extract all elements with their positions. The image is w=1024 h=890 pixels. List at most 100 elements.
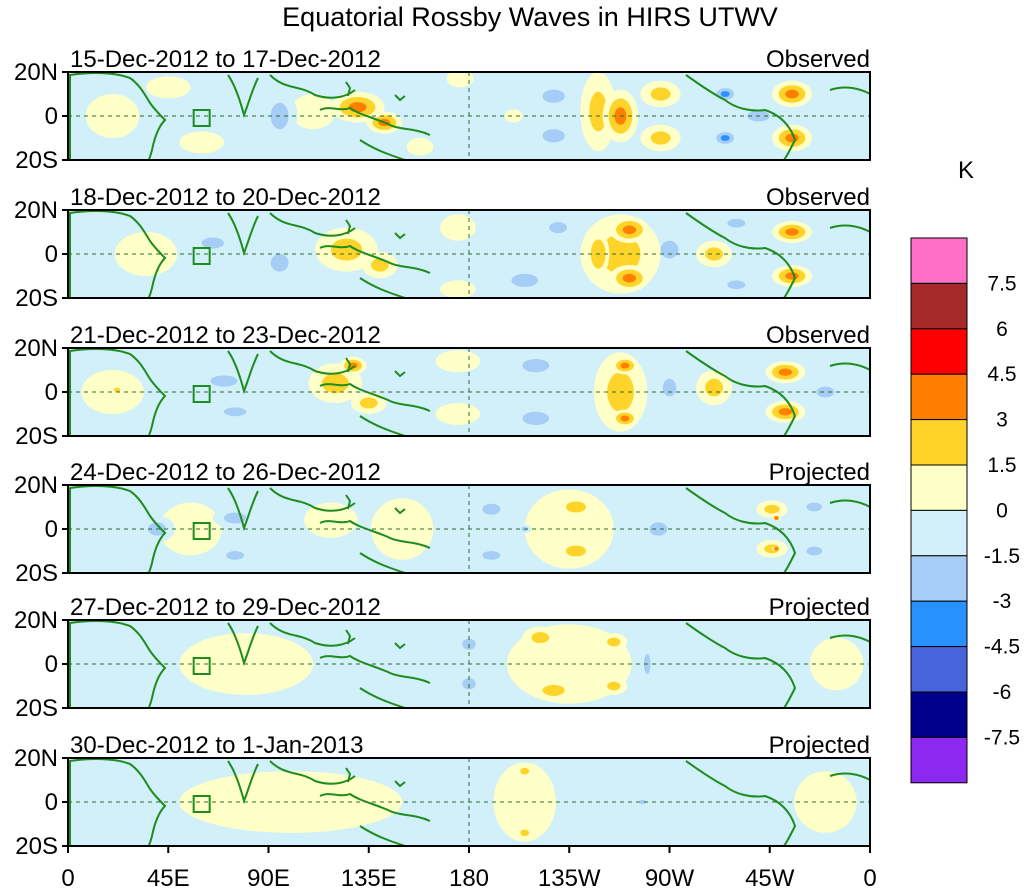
lat-tick-label: 0	[45, 379, 58, 406]
lat-tick-label: 0	[45, 789, 58, 816]
anomaly-contour	[114, 232, 178, 276]
anomaly-contour	[446, 72, 474, 88]
lat-tick-label: 20S	[15, 833, 58, 860]
lat-tick-label: 20N	[14, 607, 58, 634]
colorbar-swatch	[910, 464, 968, 511]
anomaly-contour	[639, 799, 647, 805]
anomaly-contour	[806, 502, 823, 512]
anomaly-contour	[406, 138, 434, 156]
anomaly-contour	[785, 272, 799, 280]
colorbar-swatch	[910, 600, 968, 648]
anomaly-contour	[522, 359, 550, 373]
anomaly-contour	[565, 545, 586, 557]
colorbar-swatch	[910, 328, 968, 375]
anomaly-contour	[764, 504, 780, 514]
colorbar-level-label: 6	[996, 318, 1008, 341]
anomaly-contour	[662, 378, 677, 397]
panel-kind: Projected	[769, 459, 870, 486]
anomaly-contour	[549, 222, 568, 234]
anomaly-contour	[123, 642, 169, 686]
colorbar-level-label: -4.5	[984, 636, 1020, 659]
anomaly-contour	[113, 387, 121, 392]
anomaly-contour	[778, 368, 793, 376]
anomaly-field	[69, 210, 870, 298]
panel-kind: Observed	[766, 184, 870, 211]
colorbar-level-label: -1.5	[984, 545, 1020, 568]
anomaly-contour	[290, 94, 336, 130]
anomaly-contour	[440, 214, 476, 241]
anomaly-contour	[607, 637, 621, 647]
lon-tick-label: 90W	[645, 865, 695, 890]
lat-tick-label: 20S	[15, 423, 58, 450]
x-axis: 0 45E 90E 135E 180 135W 90W 45W 0	[61, 846, 877, 890]
region-box	[192, 522, 211, 540]
colorbar-swatch	[910, 736, 968, 784]
panel-3: 20N 0 20S 21-Dec-2012 to 23-Dec-2012 Observe…	[14, 322, 871, 450]
anomaly-contour	[435, 403, 481, 425]
anomaly-contour	[370, 258, 389, 272]
panel-kind: Projected	[769, 594, 870, 621]
anomaly-contour	[179, 771, 403, 833]
anomaly-contour	[270, 253, 289, 272]
lon-tick-label: 45E	[147, 865, 190, 890]
anomaly-contour	[511, 273, 539, 287]
anomaly-contour	[778, 408, 793, 416]
lat-tick-label: 0	[45, 241, 58, 268]
anomaly-contour	[520, 767, 530, 775]
lon-tick-label: 0	[863, 865, 876, 890]
colorbar-level-label: 7.5	[987, 272, 1016, 295]
anomaly-field	[69, 72, 870, 160]
lat-tick-label: 20S	[15, 560, 58, 587]
anomaly-contour	[565, 501, 586, 513]
panel-period: 24-Dec-2012 to 26-Dec-2012	[70, 459, 381, 486]
anomaly-contour	[210, 375, 238, 387]
panels: 20N 0 20S 15-Dec-2012 to 17-Dec-2012 Observe…	[14, 46, 871, 860]
anomaly-contour	[785, 89, 799, 99]
panel-period: 30-Dec-2012 to 1-Jan-2013	[70, 732, 364, 759]
anomaly-contour	[785, 228, 799, 236]
panel-kind: Observed	[766, 322, 870, 349]
anomaly-contour	[531, 632, 550, 644]
colorbar-units-label: K	[958, 157, 974, 184]
panel-period: 27-Dec-2012 to 29-Dec-2012	[70, 594, 381, 621]
anomaly-contour	[589, 91, 608, 132]
anomaly-contour	[720, 135, 730, 141]
lon-tick-label: 135W	[538, 865, 601, 890]
colorbar-level-label: -7.5	[984, 726, 1020, 749]
anomaly-contour	[145, 76, 191, 99]
anomaly-contour	[348, 102, 367, 113]
lat-tick-label: 20N	[14, 745, 58, 772]
panel-5: 20N 0 20S 27-Dec-2012 to 29-Dec-2012 Project…	[14, 594, 871, 722]
anomaly-contour	[720, 91, 730, 97]
anomaly-contour	[650, 131, 671, 145]
anomaly-contour	[542, 89, 565, 103]
anomaly-contour	[607, 681, 621, 691]
chart-title: Equatorial Rossby Waves in HIRS UTWV	[282, 2, 778, 32]
panel-2: 20N 0 20S 18-Dec-2012 to 20-Dec-2012 Observe…	[14, 184, 871, 312]
lon-tick-label: 90E	[247, 865, 290, 890]
anomaly-contour	[440, 280, 476, 298]
anomaly-contour	[806, 546, 823, 556]
anomaly-contour	[774, 546, 779, 551]
anomaly-field	[69, 758, 870, 846]
lat-tick-label: 20S	[15, 147, 58, 174]
panel-period: 15-Dec-2012 to 17-Dec-2012	[70, 46, 381, 73]
anomaly-contour	[330, 238, 363, 261]
colorbar-level-label: 1.5	[987, 454, 1016, 477]
panel-6: 20N 0 20S 30-Dec-2012 to 1-Jan-2013 Projecte…	[14, 732, 871, 860]
anomaly-contour	[705, 247, 723, 261]
lat-tick-label: 20N	[14, 472, 58, 499]
anomaly-contour	[649, 522, 668, 536]
colorbar-level-label: 3	[996, 409, 1008, 432]
anomaly-contour	[321, 373, 349, 394]
panel-kind: Observed	[766, 46, 870, 73]
anomaly-contour	[764, 544, 780, 554]
colorbar-swatch	[910, 419, 968, 466]
anomaly-field	[69, 620, 870, 708]
anomaly-contour	[223, 407, 247, 417]
anomaly-contour	[542, 684, 565, 696]
anomaly-contour	[228, 74, 265, 92]
anomaly-contour	[520, 829, 530, 837]
anomaly-contour	[542, 129, 565, 143]
